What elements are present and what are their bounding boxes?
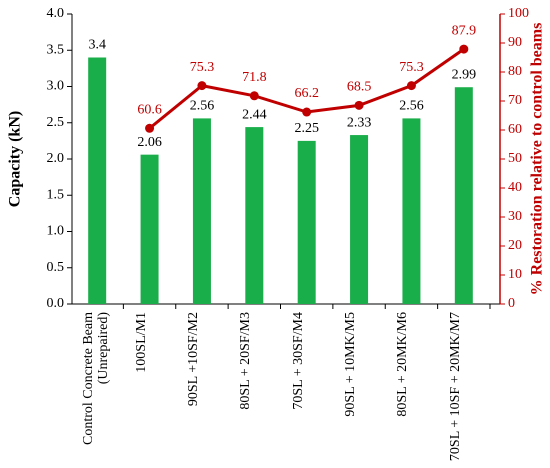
y-tick-label: 1.0 bbox=[47, 224, 65, 239]
y2-axis-title: % Restoration relative to control beams bbox=[529, 23, 546, 296]
x-tick-label: 70SL + 10SF + 20MK/M7 bbox=[447, 312, 463, 462]
y2-tick-label: 0 bbox=[508, 296, 515, 311]
bar-label: 2.56 bbox=[399, 99, 424, 114]
line-marker bbox=[459, 44, 469, 54]
y-tick-label: 0.0 bbox=[47, 296, 65, 311]
line-marker bbox=[406, 81, 416, 91]
bar-label: 2.56 bbox=[190, 99, 215, 114]
y2-tick-label: 80 bbox=[508, 64, 522, 79]
bar-label: 2.33 bbox=[347, 115, 372, 130]
y2-tick-label: 50 bbox=[508, 151, 522, 166]
x-tick-label: 70SL + 30SF/M4 bbox=[290, 312, 306, 410]
line-label: 75.3 bbox=[190, 60, 215, 75]
y-tick-label: 4.0 bbox=[47, 6, 65, 21]
line-label: 87.9 bbox=[452, 23, 477, 38]
y-tick-label: 1.5 bbox=[47, 187, 65, 202]
bar bbox=[297, 140, 316, 304]
y2-tick-label: 10 bbox=[508, 267, 522, 282]
line-label: 66.2 bbox=[294, 86, 319, 101]
y-axis-title: Capacity (kN) bbox=[7, 111, 24, 207]
bar bbox=[350, 135, 369, 304]
y2-tick-label: 90 bbox=[508, 35, 522, 50]
line-marker bbox=[249, 91, 259, 101]
bar-label: 3.4 bbox=[88, 38, 106, 53]
bar bbox=[454, 87, 473, 304]
y2-tick-label: 20 bbox=[508, 238, 522, 253]
x-tick-label: 90SL + 10MK/M5 bbox=[343, 312, 359, 417]
y2-tick-label: 70 bbox=[508, 93, 522, 108]
y-tick-label: 2.0 bbox=[47, 151, 65, 166]
y2-tick-label: 100 bbox=[508, 6, 529, 21]
x-tick-label: 90SL +10SF/M2 bbox=[185, 312, 201, 407]
y-tick-label: 2.5 bbox=[47, 115, 65, 130]
bar-label: 2.99 bbox=[452, 67, 477, 82]
bar bbox=[88, 57, 107, 304]
x-tick-label: 80SL + 20SF/M3 bbox=[238, 312, 254, 410]
bar bbox=[402, 118, 421, 305]
line-label: 71.8 bbox=[242, 70, 267, 85]
bar bbox=[192, 118, 211, 305]
y2-tick-label: 30 bbox=[508, 209, 522, 224]
x-tick-label: 80SL + 20MK/M6 bbox=[395, 312, 411, 417]
line-label: 75.3 bbox=[399, 60, 424, 75]
line-marker bbox=[302, 107, 312, 117]
y-tick-label: 3.5 bbox=[47, 42, 65, 57]
bar bbox=[140, 154, 159, 304]
y-tick-label: 3.0 bbox=[47, 79, 65, 94]
bar bbox=[245, 127, 264, 304]
y2-tick-label: 60 bbox=[508, 122, 522, 137]
bar-label: 2.44 bbox=[242, 107, 267, 122]
line-label: 68.5 bbox=[347, 80, 372, 95]
x-tick-label: Control Concrete Beam (Unrepaired) bbox=[81, 312, 112, 445]
y2-tick-label: 40 bbox=[508, 180, 522, 195]
line-marker bbox=[354, 100, 364, 110]
line-label: 60.6 bbox=[137, 102, 162, 117]
x-tick-label: 100SL/M1 bbox=[133, 312, 149, 373]
bar-label: 2.25 bbox=[294, 121, 319, 136]
line-marker bbox=[197, 81, 207, 91]
bar-label: 2.06 bbox=[137, 135, 162, 150]
line-marker bbox=[145, 123, 155, 133]
y-tick-label: 0.5 bbox=[47, 260, 65, 275]
